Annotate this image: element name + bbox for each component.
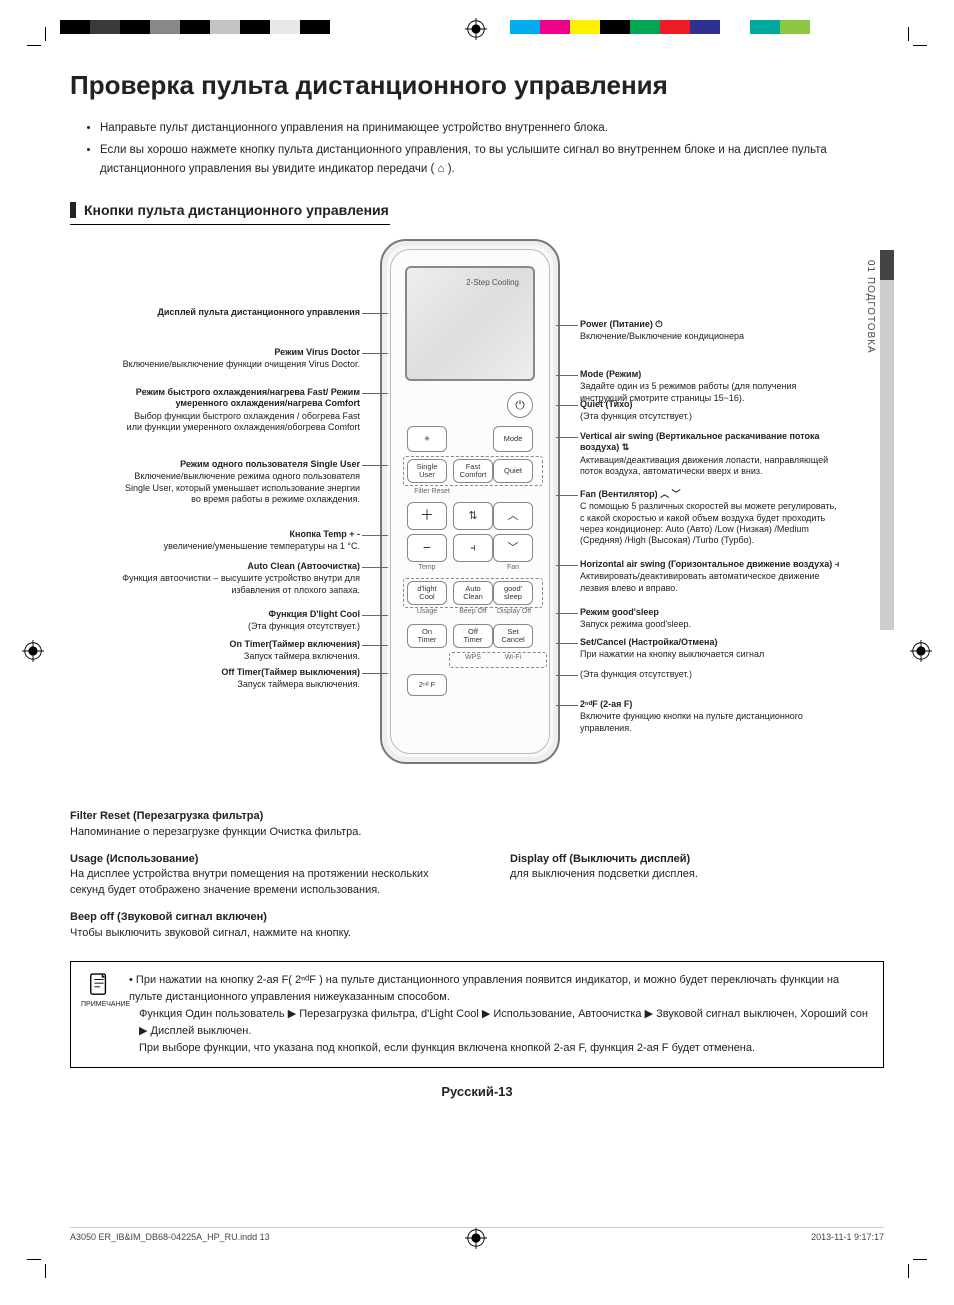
fan-up-button[interactable]: ︿ [493, 502, 533, 530]
desc-filter-reset: Filter Reset (Перезагрузка фильтра) Напо… [70, 809, 850, 840]
temp-down-button[interactable]: − [407, 534, 447, 562]
crop-mark [45, 1240, 65, 1260]
registration-mark [910, 640, 932, 662]
intro-item: Направьте пульт дистанционного управлени… [100, 119, 884, 137]
leader-line [556, 675, 578, 676]
callout-left: Режим Virus DoctorВключение/выключение ф… [120, 347, 360, 371]
display-off-label: Display Off [489, 608, 539, 615]
registration-mark [465, 18, 487, 40]
note-icon: ПРИМЕЧАНИЕ [81, 972, 117, 1011]
note-line: При выборе функции, что указана под кноп… [129, 1040, 871, 1057]
callout-left: Дисплей пульта дистанционного управления [120, 307, 360, 319]
footer-filename: A3050 ER_IB&IM_DB68-04225A_HP_RU.indd 13 [70, 1232, 270, 1247]
callout-right: Quiet (Тихо)(Эта функция отсутствует.) [580, 399, 840, 423]
leader-line [556, 325, 578, 326]
leader-line [556, 437, 578, 438]
filter-reset-label: Filter Reset [407, 488, 457, 495]
single-user-button[interactable]: Single User [407, 459, 447, 483]
remote-body: 2-Step Cooling ⏻ ✳ Mode Single User Fast… [380, 239, 560, 764]
leader-line [556, 375, 578, 376]
temp-label: Temp [407, 564, 447, 571]
desc-beep-off: Beep off (Звуковой сигнал включен) Чтобы… [70, 910, 450, 941]
crop-mark [889, 1240, 909, 1260]
callout-left: Кнопка Temp + -увеличение/уменьшение тем… [120, 529, 360, 553]
callout-right: (Эта функция отсутствует.) [580, 669, 840, 680]
intro-item: Если вы хорошо нажмете кнопку пульта дис… [100, 141, 884, 178]
leader-line [556, 405, 578, 406]
on-timer-button[interactable]: On Timer [407, 624, 447, 648]
registration-mark [22, 640, 44, 662]
page-content: 01 ПОДГОТОВКА Проверка пульта дистанцион… [70, 70, 884, 1235]
leader-line [556, 705, 578, 706]
callout-right: Режим good'sleepЗапуск режима good'sleep… [580, 607, 840, 631]
callout-left: Режим быстрого охлаждения/нагрева Fast/ … [120, 387, 360, 433]
page-title: Проверка пульта дистанционного управлени… [70, 70, 884, 101]
leader-line [556, 643, 578, 644]
leader-line [362, 535, 388, 536]
callout-right: Set/Cancel (Настройка/Отмена)При нажатии… [580, 637, 840, 661]
fast-comfort-button[interactable]: Fast Comfort [453, 459, 493, 483]
section-heading: Кнопки пульта дистанционного управления [70, 202, 884, 218]
usage-label: Usage [407, 608, 447, 615]
leader-line [556, 613, 578, 614]
bottom-descriptions: Filter Reset (Перезагрузка фильтра) Напо… [70, 809, 884, 953]
leader-line [556, 565, 578, 566]
second-f-button[interactable]: 2ⁿᵈ F [407, 674, 447, 696]
page-number: Русский-13 [70, 1084, 884, 1099]
intro-list: Направьте пульт дистанционного управлени… [88, 119, 884, 178]
leader-line [362, 313, 388, 314]
wifi-label: Wi-Fi [493, 654, 533, 661]
print-color-bar-right [510, 20, 810, 34]
callout-left: Off Timer(Таймер выключения)Запуск тайме… [120, 667, 360, 691]
leader-line [556, 495, 578, 496]
auto-clean-button[interactable]: Auto Clean [453, 581, 493, 605]
leader-line [362, 393, 388, 394]
virus-doctor-button[interactable]: ✳ [407, 426, 447, 452]
footer-timestamp: 2013-11-1 9:17:17 [811, 1232, 884, 1247]
callout-right: Power (Питание) ⏻Включение/Выключение ко… [580, 319, 840, 343]
callout-right: Fan (Вентилятор) ︿ ﹀С помощью 5 различны… [580, 489, 840, 546]
desc-display-off: Display off (Выключить дисплей) для выкл… [510, 852, 810, 898]
note-line: • При нажатии на кнопку 2-ая F( 2ⁿᵈF ) н… [129, 972, 871, 1006]
callout-left: On Timer(Таймер включения)Запуск таймера… [120, 639, 360, 663]
remote-diagram: 2-Step Cooling ⏻ ✳ Mode Single User Fast… [70, 239, 884, 799]
print-color-bar-left [60, 20, 360, 34]
callout-right: Horizontal air swing (Горизонтальное дви… [580, 559, 840, 594]
crop-mark [45, 45, 65, 65]
power-button[interactable]: ⏻ [507, 392, 533, 418]
good-sleep-button[interactable]: good' sleep [493, 581, 533, 605]
remote-screen: 2-Step Cooling [405, 266, 535, 381]
callout-left: Режим одного пользователя Single UserВкл… [120, 459, 360, 505]
screen-label: 2-Step Cooling [466, 278, 519, 287]
callout-left: Auto Clean (Автоочистка)Функция автоочис… [120, 561, 360, 596]
note-line: Функция Один пользователь ▶ Перезагрузка… [129, 1006, 871, 1040]
desc-usage: Usage (Использование) На дисплее устройс… [70, 852, 450, 898]
crop-mark [889, 45, 909, 65]
quiet-button[interactable]: Quiet [493, 459, 533, 483]
leader-line [362, 353, 388, 354]
note-box: ПРИМЕЧАНИЕ • При нажатии на кнопку 2-ая … [70, 961, 884, 1068]
leader-line [362, 567, 388, 568]
callout-left: Функция D'light Cool(Эта функция отсутст… [120, 609, 360, 633]
wps-label: WPS [453, 654, 493, 661]
section-rule [70, 224, 390, 225]
leader-line [362, 673, 388, 674]
dlight-cool-button[interactable]: d'light Cool [407, 581, 447, 605]
leader-line [362, 645, 388, 646]
callout-right: 2ⁿᵈF (2-ая F)Включите функцию кнопки на … [580, 699, 840, 734]
set-cancel-button[interactable]: Set Cancel [493, 624, 533, 648]
off-timer-button[interactable]: Off Timer [453, 624, 493, 648]
leader-line [362, 465, 388, 466]
print-footer: A3050 ER_IB&IM_DB68-04225A_HP_RU.indd 13… [70, 1227, 884, 1247]
callout-right: Vertical air swing (Вертикальное раскачи… [580, 431, 840, 477]
vertical-swing-button[interactable]: ⇅ [453, 502, 493, 530]
temp-up-button[interactable]: ＋ [407, 502, 447, 530]
fan-down-button[interactable]: ﹀ [493, 534, 533, 562]
fan-label: Fan [493, 564, 533, 571]
mode-button[interactable]: Mode [493, 426, 533, 452]
horizontal-swing-button[interactable]: ⫞ [453, 534, 493, 562]
leader-line [362, 615, 388, 616]
